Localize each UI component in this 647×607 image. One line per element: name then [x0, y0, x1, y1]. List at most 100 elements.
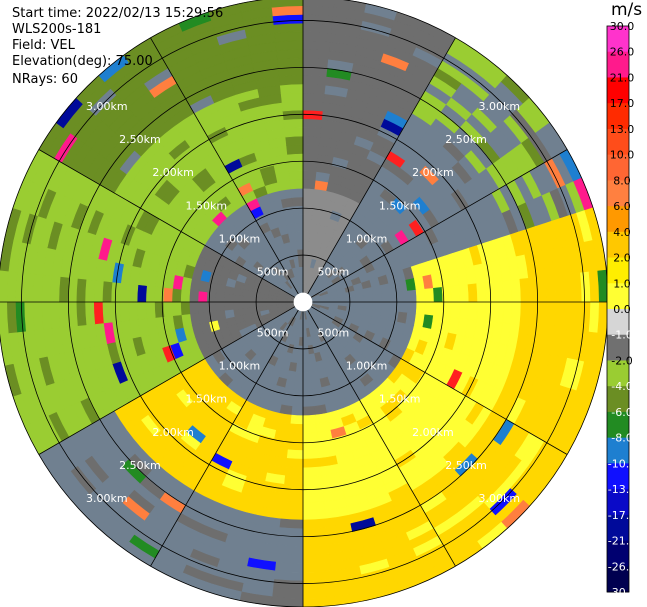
azimuth-spoke [38, 149, 296, 298]
velocity-gate [180, 288, 191, 303]
range-ring-label: 2.00km [152, 166, 194, 179]
velocity-gate [298, 266, 304, 276]
colorbar-tick-label: -13.0 [608, 483, 636, 496]
velocity-gate [119, 282, 130, 303]
velocity-gate [284, 466, 304, 477]
velocity-gate [302, 371, 312, 382]
velocity-gate [302, 397, 315, 408]
colorbar-segment [607, 180, 629, 207]
colorbar-segment [607, 360, 629, 387]
velocity-gate [6, 270, 18, 303]
colorbar-segment [607, 77, 629, 104]
velocity-gate [467, 283, 478, 303]
velocity-gate [362, 287, 374, 296]
velocity-gate [424, 287, 435, 303]
velocity-gate [171, 287, 182, 303]
nrays-label: NRays: 60 [12, 72, 78, 87]
velocity-gate [288, 423, 304, 434]
velocity-gate [502, 279, 513, 303]
velocity-gate [278, 518, 304, 530]
velocity-gate [162, 287, 173, 303]
velocity-gate [302, 328, 308, 338]
velocity-gate [571, 301, 583, 332]
velocity-gate [450, 301, 461, 319]
velocity-gate [102, 301, 113, 324]
velocity-gate [302, 118, 323, 129]
velocity-gate [288, 170, 304, 181]
velocity-gate [277, 57, 304, 69]
velocity-gate [180, 301, 191, 316]
colorbar-segment [607, 437, 629, 464]
azimuth-spoke [310, 306, 568, 455]
velocity-gate [302, 492, 325, 503]
velocity-gate [274, 31, 304, 43]
velocity-gate [206, 301, 217, 313]
velocity-gate [278, 74, 304, 86]
range-ring-label: 3.00km [478, 492, 520, 505]
velocity-gate [58, 301, 70, 328]
velocity-gate [433, 301, 444, 317]
velocity-gate [346, 296, 357, 303]
velocity-gate [128, 283, 139, 303]
velocity-gate [276, 48, 304, 60]
range-ring-label: 1.00km [346, 232, 388, 245]
field-label: Field: VEL [12, 38, 75, 53]
velocity-gate [290, 187, 304, 198]
velocity-gate [519, 301, 531, 327]
velocity-gate [58, 276, 70, 303]
colorbar-frame [606, 25, 630, 593]
start-time-label: Start time: 2022/02/13 15:29:56 [12, 6, 224, 21]
colorbar-segment [607, 334, 629, 361]
velocity-gate [136, 284, 147, 303]
velocity-gate [288, 231, 297, 243]
velocity-gate [379, 283, 391, 295]
velocity-gate [302, 561, 332, 573]
velocity-gate [371, 285, 382, 295]
velocity-gate [302, 22, 333, 34]
range-ring-label: 2.50km [119, 133, 161, 146]
velocity-gate [363, 301, 374, 310]
velocity-gate [302, 40, 331, 51]
velocity-gate [476, 282, 487, 303]
velocity-gate [162, 301, 173, 317]
velocity-gate [302, 458, 321, 469]
velocity-gate [290, 406, 304, 417]
velocity-gate [294, 222, 304, 233]
velocity-gate [84, 278, 96, 303]
velocity-gate [188, 289, 199, 303]
velocity-gate [270, 0, 304, 8]
colorbar-segment [607, 154, 629, 181]
range-ring-label: 500m [257, 326, 289, 339]
velocity-gate [277, 535, 304, 547]
velocity-gate [296, 240, 304, 250]
velocity-gate [302, 388, 314, 399]
velocity-gate [286, 449, 304, 460]
velocity-gate [407, 301, 418, 315]
velocity-gate [302, 509, 327, 521]
velocity-gate [215, 309, 227, 321]
velocity-gate [41, 301, 52, 330]
velocity-gate [476, 301, 487, 322]
range-ring-label: 1.50km [379, 393, 421, 406]
velocity-gate [284, 127, 304, 138]
velocity-gate [302, 570, 333, 582]
velocity-gate [372, 301, 383, 311]
velocity-gate [536, 301, 548, 328]
colorbar-tick-label: 2.0 [613, 252, 631, 265]
colorbar-segment [607, 386, 629, 413]
range-ring-label: 500m [317, 326, 349, 339]
center-blank [293, 292, 313, 312]
velocity-gate [280, 501, 304, 512]
range-ring-label: 3.00km [478, 100, 520, 113]
velocity-gate [562, 273, 574, 303]
colorbar: 30.0 26.0 21.0 17.0 13.0 10.0 8.0 6.0 4.0 2.0 1.0 0… [606, 20, 636, 599]
velocity-gate [289, 414, 304, 425]
velocity-gates [0, 0, 609, 607]
velocity-gate [273, 570, 304, 582]
velocity-gate [288, 161, 304, 172]
colorbar-segment [607, 128, 629, 156]
velocity-gate [545, 275, 557, 303]
velocity-gate [588, 270, 600, 303]
velocity-gate [294, 371, 304, 382]
velocity-gate [0, 301, 9, 335]
